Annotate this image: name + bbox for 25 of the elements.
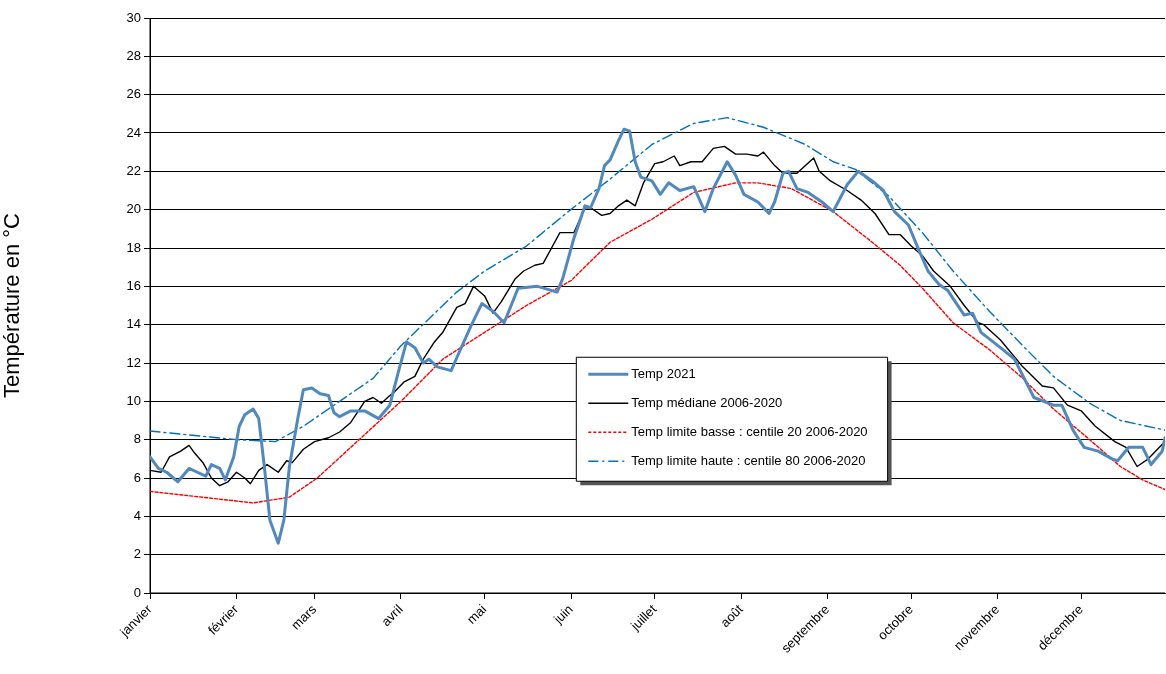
y-tick-label: 14 [126, 316, 141, 332]
legend-label: Temp limite basse : centile 20 2006-2020 [631, 423, 868, 439]
legend-label: Temp 2021 [631, 365, 696, 381]
y-tick-label: 20 [126, 201, 141, 217]
y-tick-label: 0 [133, 584, 141, 600]
y-tick-label: 22 [126, 162, 141, 178]
y-tick-label: 4 [133, 507, 141, 523]
y-tick-label: 12 [126, 354, 141, 370]
y-tick-label: 16 [126, 277, 141, 293]
y-tick-label: 6 [133, 469, 141, 485]
y-tick-label: 28 [126, 47, 141, 63]
legend-label: Temp médiane 2006-2020 [631, 394, 783, 410]
y-tick-label: 18 [126, 239, 141, 255]
x-tick-label: mai [463, 601, 490, 627]
y-tick-label: 24 [126, 124, 141, 140]
y-axis-title: Température en °C [0, 212, 25, 398]
y-tick-label: 26 [126, 86, 141, 102]
x-tick-label: juin [550, 601, 576, 628]
y-tick-label: 30 [126, 9, 141, 25]
x-tick-label: août [717, 601, 747, 631]
x-tick-label: avril [378, 601, 406, 630]
y-tick-label: 10 [126, 392, 141, 408]
y-tick-label: 2 [133, 546, 141, 562]
legend-label: Temp limite haute : centile 80 2006-2020 [631, 452, 866, 468]
y-tick-label: 8 [133, 431, 141, 447]
